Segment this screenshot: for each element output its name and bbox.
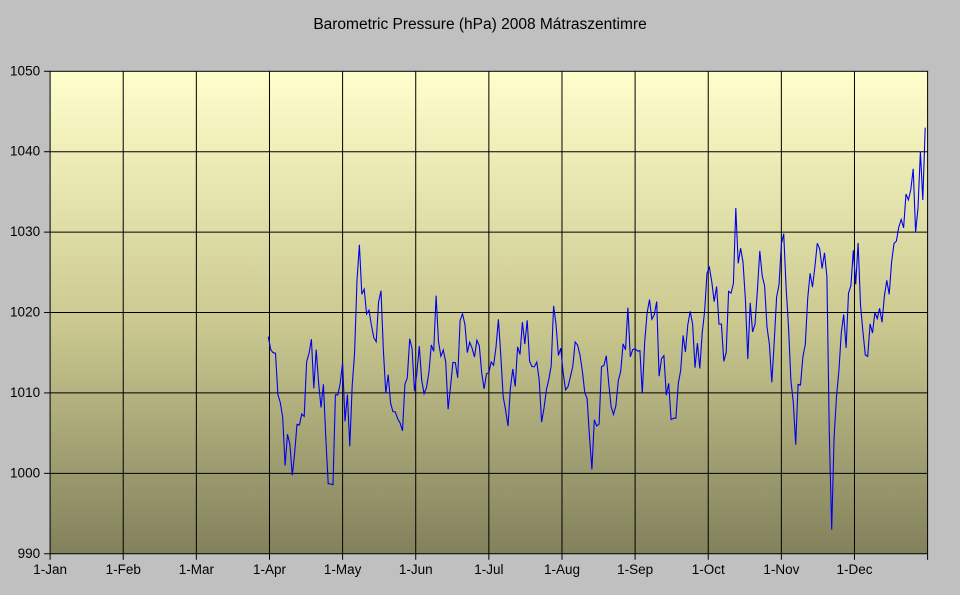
svg-text:1-Jul: 1-Jul [474, 562, 503, 577]
svg-text:1010: 1010 [10, 385, 40, 400]
svg-text:1030: 1030 [10, 224, 40, 239]
svg-text:1000: 1000 [10, 465, 40, 480]
svg-text:1-Apr: 1-Apr [253, 562, 287, 577]
svg-text:1-Dec: 1-Dec [836, 562, 872, 577]
svg-text:1-Sep: 1-Sep [617, 562, 653, 577]
svg-text:1-Aug: 1-Aug [544, 562, 580, 577]
svg-text:990: 990 [18, 546, 41, 561]
svg-text:1050: 1050 [10, 63, 40, 78]
svg-text:1-Mar: 1-Mar [179, 562, 215, 577]
svg-text:1-May: 1-May [324, 562, 362, 577]
svg-text:1040: 1040 [10, 144, 40, 159]
svg-text:1-Jan: 1-Jan [33, 562, 67, 577]
svg-text:1-Oct: 1-Oct [692, 562, 725, 577]
svg-text:1-Nov: 1-Nov [763, 562, 799, 577]
svg-text:1-Jun: 1-Jun [399, 562, 433, 577]
svg-text:1-Feb: 1-Feb [106, 562, 141, 577]
svg-text:1020: 1020 [10, 305, 40, 320]
